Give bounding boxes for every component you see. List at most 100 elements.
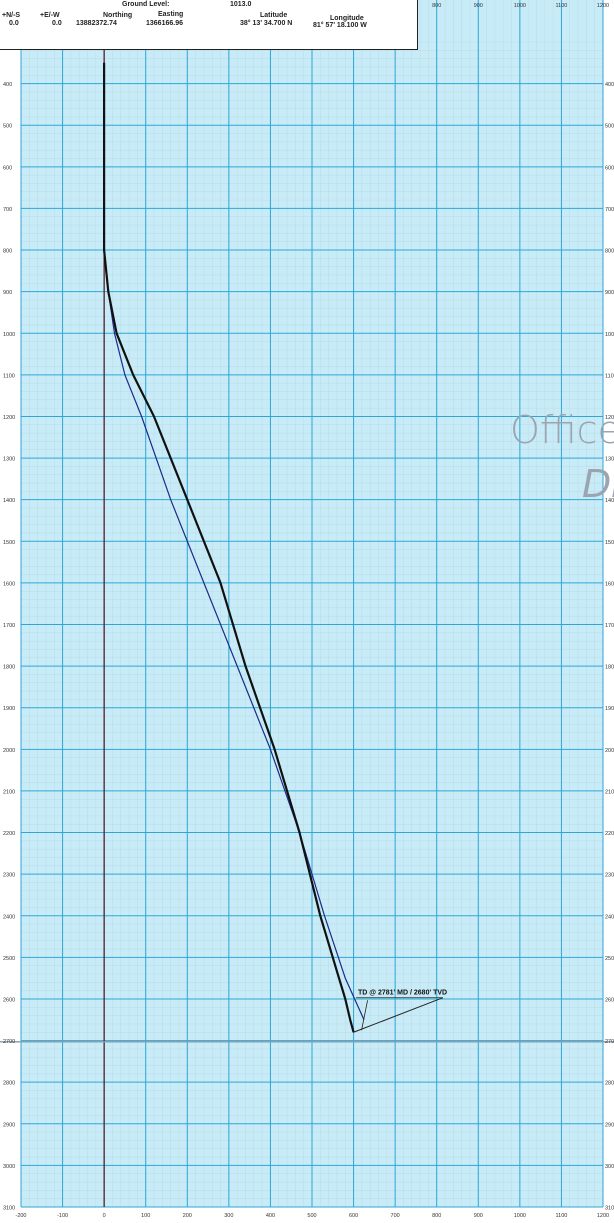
td-leader-line-2 <box>361 1000 368 1031</box>
ew-value: 0.0 <box>52 20 62 27</box>
y-tick-label-right: 2300 <box>605 873 614 879</box>
x-tick-label-top: 900 <box>474 3 483 9</box>
y-tick-label-left: 600 <box>3 165 12 171</box>
y-tick-label-right: 2200 <box>605 831 614 837</box>
y-tick-label-right: 2500 <box>605 956 614 962</box>
watermark-de: DE <box>582 462 614 506</box>
ns-value: 0.0 <box>9 20 19 27</box>
y-tick-label-right: 2700 <box>605 1039 614 1045</box>
y-tick-label-left: 1600 <box>3 581 15 587</box>
y-tick-label-right: 1900 <box>605 706 614 712</box>
y-tick-label-left: 3000 <box>3 1164 15 1170</box>
y-tick-label-left: 2600 <box>3 997 15 1003</box>
y-tick-label-left: 2800 <box>3 1081 15 1087</box>
x-tick-label-bottom: 300 <box>224 1213 233 1219</box>
x-tick-label-top: 1200 <box>597 3 609 9</box>
x-tick-label-bottom: 1200 <box>597 1213 609 1219</box>
y-tick-label-left: 1500 <box>3 540 15 546</box>
y-tick-label-left: 2100 <box>3 789 15 795</box>
y-tick-label-left: 1300 <box>3 457 15 463</box>
y-tick-label-right: 700 <box>605 207 614 213</box>
y-tick-label-left: 1400 <box>3 498 15 504</box>
y-tick-label-left: 800 <box>3 249 12 255</box>
longitude-label: Longitude <box>330 15 364 22</box>
easting-value: 1366166.96 <box>146 20 183 27</box>
x-tick-label-bottom: 0 <box>103 1213 106 1219</box>
y-tick-label-left: 900 <box>3 290 12 296</box>
x-tick-label-bottom: -100 <box>57 1213 68 1219</box>
y-tick-label-left: 2300 <box>3 873 15 879</box>
y-tick-label-left: 700 <box>3 207 12 213</box>
ns-label: +N/-S <box>2 12 21 19</box>
northing-label: Northing <box>103 12 133 19</box>
y-tick-label-right: 600 <box>605 165 614 171</box>
y-tick-label-right: 1400 <box>605 498 614 504</box>
latitude-value: 38° 13' 34.700 N <box>240 20 293 27</box>
y-tick-label-left: 2700 <box>3 1039 15 1045</box>
y-tick-label-right: 2100 <box>605 789 614 795</box>
y-tick-label-left: 2000 <box>3 748 15 754</box>
y-tick-label-left: 400 <box>3 82 12 88</box>
annotation-group: TD @ 2781' MD / 2680' TVD <box>353 990 447 1033</box>
series-lines <box>103 62 365 1033</box>
y-tick-label-right: 1100 <box>605 373 614 379</box>
y-tick-label-left: 3100 <box>3 1206 15 1212</box>
easting-label: Easting <box>158 11 184 18</box>
y-tick-label-right: 1300 <box>605 457 614 463</box>
y-tick-label-right: 2600 <box>605 997 614 1003</box>
y-tick-label-left: 1100 <box>3 373 15 379</box>
x-tick-label-bottom: 100 <box>141 1213 150 1219</box>
y-tick-label-left: 2200 <box>3 831 15 837</box>
y-tick-label-left: 1200 <box>3 415 15 421</box>
y-tick-label-right: 3100 <box>605 1206 614 1212</box>
watermark-office: Office <box>510 408 614 452</box>
y-tick-label-right: 1700 <box>605 623 614 629</box>
x-tick-label-bottom: 600 <box>349 1213 358 1219</box>
x-tick-label-bottom: 1100 <box>556 1213 568 1219</box>
y-tick-label-left: 500 <box>3 124 12 130</box>
y-tick-label-right: 3000 <box>605 1164 614 1170</box>
x-tick-label-bottom: 400 <box>266 1213 275 1219</box>
x-tick-label-bottom: 800 <box>432 1213 441 1219</box>
x-tick-label-bottom: -200 <box>15 1213 26 1219</box>
td-leader-line <box>353 997 444 1033</box>
y-tick-label-right: 400 <box>605 82 614 88</box>
latitude-label: Latitude <box>260 12 288 19</box>
y-tick-label-right: 2900 <box>605 1122 614 1128</box>
y-tick-label-right: 1500 <box>605 540 614 546</box>
longitude-value: 81° 57' 18.100 W <box>313 22 367 29</box>
ew-label: +E/-W <box>40 12 60 19</box>
y-tick-label-right: 2800 <box>605 1081 614 1087</box>
y-tick-label-left: 1800 <box>3 665 15 671</box>
y-tick-label-right: 1200 <box>605 415 614 421</box>
x-tick-label-bottom: 900 <box>474 1213 483 1219</box>
y-tick-label-right: 500 <box>605 124 614 130</box>
y-tick-label-right: 1000 <box>605 332 614 338</box>
northing-value: 13882372.74 <box>76 20 117 27</box>
y-tick-label-right: 800 <box>605 249 614 255</box>
x-tick-label-bottom: 500 <box>307 1213 316 1219</box>
well-info-box: Ground Level: 1013.0 +N/-S +E/-W Northin… <box>0 0 418 50</box>
y-tick-label-right: 2400 <box>605 914 614 920</box>
y-tick-label-right: 2000 <box>605 748 614 754</box>
y-tick-label-left: 1000 <box>3 332 15 338</box>
y-tick-label-right: 1800 <box>605 665 614 671</box>
ground-level-label: Ground Level: <box>122 1 170 8</box>
x-tick-label-bottom: 200 <box>183 1213 192 1219</box>
y-tick-label-left: 1900 <box>3 706 15 712</box>
x-tick-label-top: 800 <box>432 3 441 9</box>
y-tick-label-left: 2500 <box>3 956 15 962</box>
actual-well-path <box>103 62 355 1033</box>
x-tick-label-top: 1100 <box>556 3 568 9</box>
td-annotation-label: TD @ 2781' MD / 2680' TVD <box>358 990 447 997</box>
y-tick-label-left: 2900 <box>3 1122 15 1128</box>
y-tick-label-left: 2400 <box>3 914 15 920</box>
x-tick-label-bottom: 1000 <box>514 1213 526 1219</box>
x-tick-label-top: 1000 <box>514 3 526 9</box>
x-tick-label-bottom: 700 <box>391 1213 400 1219</box>
y-tick-label-left: 1700 <box>3 623 15 629</box>
y-tick-label-right: 900 <box>605 290 614 296</box>
